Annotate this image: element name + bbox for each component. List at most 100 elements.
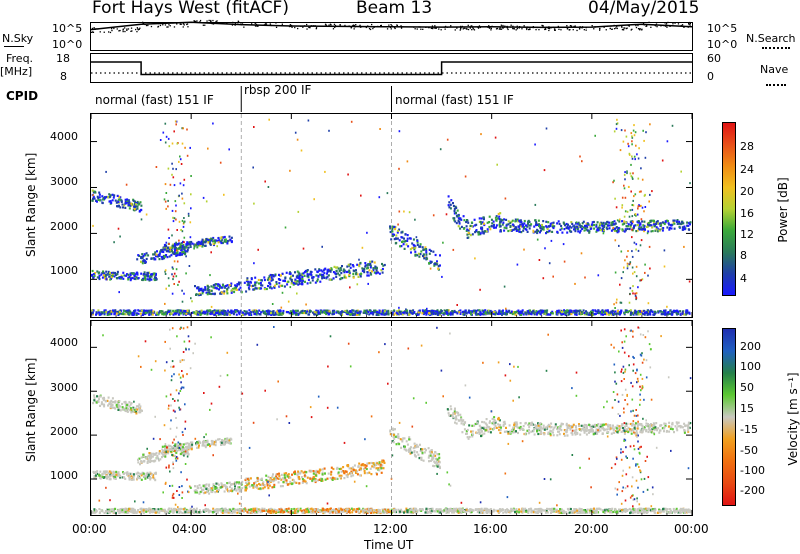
power-pixel	[160, 311, 162, 314]
nsky-point	[183, 22, 185, 24]
nsky-point	[523, 25, 525, 27]
power-pixel	[269, 283, 272, 286]
velocity-pixel	[104, 400, 107, 403]
power-pixel	[433, 264, 436, 267]
power-noise	[397, 223, 399, 226]
velocity-pixel	[142, 472, 145, 475]
power-pixel	[211, 310, 214, 313]
power-pixel	[110, 201, 113, 205]
power-pixel	[680, 222, 683, 226]
velocity-pixel	[184, 448, 187, 451]
power-noise	[628, 152, 631, 155]
power-pixel	[521, 225, 524, 228]
power-pixel	[223, 286, 226, 289]
power-pixel	[403, 247, 406, 250]
cpid-label: CPID	[6, 89, 39, 103]
power-pixel	[594, 309, 597, 312]
power-pixel	[418, 245, 421, 248]
power-pixel	[567, 223, 569, 226]
velocity-pixel	[170, 446, 173, 449]
power-pixel	[449, 203, 452, 206]
power-pixel	[221, 312, 224, 315]
power-noise	[544, 247, 546, 250]
power-noise	[172, 176, 175, 179]
power-pixel	[603, 225, 605, 228]
velocity-pixel	[206, 441, 209, 444]
power-pixel	[309, 270, 312, 273]
velocity-pixel	[202, 488, 205, 491]
velocity-pixel	[137, 461, 140, 464]
power-pixel	[118, 310, 121, 314]
power-pixel	[512, 311, 515, 314]
nsky-point	[372, 27, 374, 30]
power-noise	[183, 217, 185, 219]
power-pixel	[295, 282, 298, 285]
power-pixel	[630, 311, 632, 314]
power-pixel	[337, 311, 340, 314]
velocity-pixel	[279, 485, 282, 488]
power-pixel	[105, 195, 108, 199]
power-pixel	[531, 310, 534, 313]
power-pixel	[446, 311, 449, 314]
power-pixel	[156, 311, 159, 314]
power-pixel	[282, 279, 285, 282]
power-pixel	[479, 232, 482, 235]
velocity-pixel	[183, 452, 186, 455]
power-pixel	[161, 313, 164, 316]
velocity-pixel	[119, 476, 122, 479]
power-pixel	[220, 237, 223, 240]
nsky-point	[394, 27, 396, 30]
velocity-pixel	[175, 448, 177, 451]
nsky-point	[173, 26, 176, 28]
velocity-pixel	[234, 483, 237, 486]
power-noise	[630, 190, 632, 193]
nsky-point	[663, 25, 665, 27]
power-pixel	[562, 221, 565, 224]
velocity-pixel	[198, 492, 201, 495]
velocity-pixel	[186, 442, 189, 445]
power-pixel	[351, 264, 354, 267]
power-pixel	[389, 230, 392, 234]
power-pixel	[99, 199, 101, 202]
power-noise	[631, 266, 634, 269]
velocity-pixel	[106, 475, 109, 478]
velocity-pixel	[179, 448, 182, 451]
power-pixel	[100, 273, 103, 276]
power-pixel	[539, 231, 541, 234]
velocity-pixel	[249, 477, 252, 480]
power-pixel	[153, 253, 156, 256]
nsky-point	[237, 20, 239, 22]
nsky-point	[390, 28, 392, 30]
power-pixel	[417, 252, 420, 255]
velocity-pixel	[140, 460, 143, 463]
power-noise	[494, 136, 497, 139]
power-pixel	[478, 231, 481, 234]
power-noise	[639, 279, 641, 282]
power-pixel	[639, 312, 642, 316]
power-pixel	[510, 220, 513, 223]
power-pixel	[145, 309, 148, 312]
velocity-pixel	[104, 472, 107, 475]
velocity-pixel	[107, 475, 110, 478]
power-pixel	[196, 311, 199, 314]
power-pixel	[499, 225, 502, 228]
power-noise	[171, 234, 173, 237]
power-pixel	[211, 312, 214, 315]
power-pixel	[369, 263, 372, 266]
power-pixel	[235, 313, 238, 316]
power-pixel	[618, 311, 621, 314]
nsky-point	[164, 22, 166, 24]
nsky-point	[450, 25, 452, 27]
power-pixel	[675, 220, 678, 223]
velocity-pixel	[146, 461, 149, 464]
power-noise	[181, 197, 184, 200]
power-noise	[173, 272, 176, 275]
nsky-point	[509, 26, 512, 28]
power-pixel	[184, 252, 187, 255]
velocity-pixel	[149, 454, 152, 457]
power-noise	[543, 169, 546, 172]
power-pixel	[186, 250, 189, 253]
power-pixel	[132, 272, 135, 275]
power-pixel	[108, 275, 111, 278]
power-pixel	[682, 222, 685, 225]
